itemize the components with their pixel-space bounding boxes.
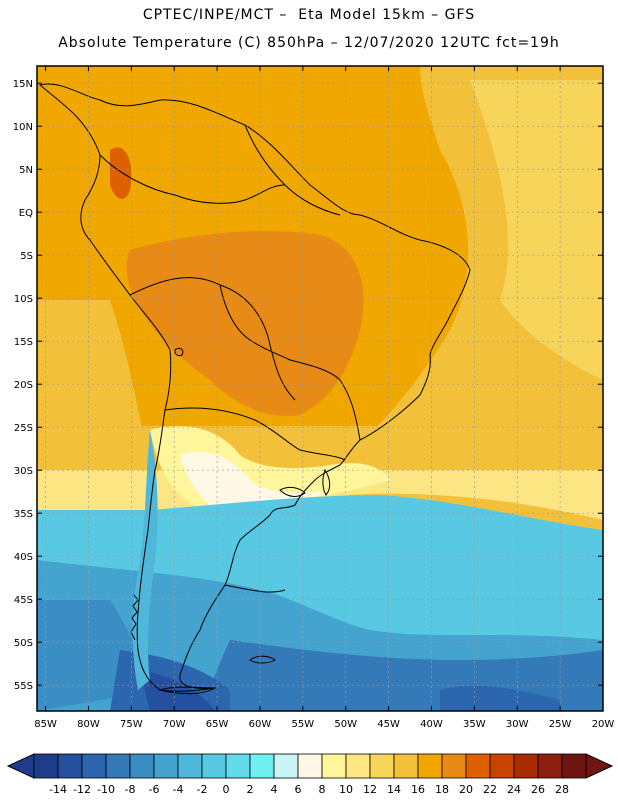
colorbar-label: -6 bbox=[149, 783, 160, 796]
colorbar-label: 22 bbox=[483, 783, 497, 796]
colorbar-label: 28 bbox=[555, 783, 569, 796]
lat-label: 15N bbox=[13, 79, 33, 90]
colorbar-max-arrow bbox=[585, 753, 614, 779]
lat-label: 30S bbox=[14, 466, 33, 477]
colorbar-swatch bbox=[81, 753, 107, 779]
lat-label: 50S bbox=[14, 638, 33, 649]
lat-label: 5S bbox=[20, 251, 33, 262]
lon-label: 55W bbox=[292, 719, 315, 730]
colorbar-swatch bbox=[153, 753, 179, 779]
coastline-outline bbox=[38, 83, 471, 695]
lon-label: 30W bbox=[506, 719, 529, 730]
lon-label: 75W bbox=[120, 719, 143, 730]
lon-label: 25W bbox=[549, 719, 572, 730]
lat-label: 10N bbox=[13, 122, 33, 133]
colorbar-label: 14 bbox=[387, 783, 401, 796]
lat-label: 40S bbox=[14, 552, 33, 563]
lon-label: 60W bbox=[249, 719, 272, 730]
lat-label: 15S bbox=[14, 337, 33, 348]
temperature-field bbox=[37, 66, 603, 711]
colorbar-label: 12 bbox=[363, 783, 377, 796]
colorbar-swatch bbox=[345, 753, 371, 779]
lon-label: 20W bbox=[592, 719, 615, 730]
graticule bbox=[37, 66, 604, 711]
colorbar-swatch bbox=[489, 753, 515, 779]
lon-label: 50W bbox=[334, 719, 357, 730]
axis-labels: 15N 10N 5N EQ 5S 10S 15S 20S 25S 30S 35S 40S 45S 50S 5… bbox=[13, 79, 615, 730]
colorbar-label: 16 bbox=[411, 783, 425, 796]
colorbar-swatch bbox=[57, 753, 83, 779]
lat-label: 20S bbox=[14, 380, 33, 391]
colorbar-swatch bbox=[273, 753, 299, 779]
colorbar-swatch bbox=[201, 753, 227, 779]
colorbar-swatch bbox=[369, 753, 395, 779]
colorbar-swatch bbox=[561, 753, 587, 779]
map-title-line1: CPTEC/INPE/MCT – Eta Model 15km – GFS bbox=[142, 7, 476, 23]
lat-label: EQ bbox=[19, 208, 33, 219]
map-frame bbox=[36, 65, 604, 712]
colorbar-label: 0 bbox=[223, 783, 230, 796]
lat-label: 35S bbox=[14, 509, 33, 520]
lon-label: 35W bbox=[463, 719, 486, 730]
lon-label: 80W bbox=[77, 719, 100, 730]
colorbar-swatch bbox=[177, 753, 203, 779]
colorbar-label: 10 bbox=[339, 783, 353, 796]
lat-label: 10S bbox=[14, 294, 33, 305]
colorbar-label: 6 bbox=[295, 783, 302, 796]
colorbar: -14 -12 -10 -8 -6 -4 -2 0 2 4 6 8 10 12 14 16 18 20 22 24 26… bbox=[6, 753, 614, 796]
colorbar-label: -4 bbox=[173, 783, 184, 796]
colorbar-swatch bbox=[225, 753, 251, 779]
colorbar-swatch bbox=[297, 753, 323, 779]
lon-label: 70W bbox=[163, 719, 186, 730]
lon-label: 45W bbox=[377, 719, 400, 730]
colorbar-min-arrow bbox=[6, 753, 35, 779]
colorbar-swatch bbox=[129, 753, 155, 779]
colorbar-label: 2 bbox=[247, 783, 254, 796]
colorbar-label: -14 bbox=[49, 783, 67, 796]
colorbar-swatch bbox=[441, 753, 467, 779]
colorbar-swatch bbox=[321, 753, 347, 779]
colorbar-label: 18 bbox=[435, 783, 449, 796]
colorbar-label: -12 bbox=[73, 783, 91, 796]
lat-label: 25S bbox=[14, 423, 33, 434]
lat-label: 45S bbox=[14, 595, 33, 606]
colorbar-label: -10 bbox=[97, 783, 115, 796]
lat-label: 55S bbox=[14, 681, 33, 692]
colorbar-swatch bbox=[33, 753, 59, 779]
colorbar-label: -8 bbox=[125, 783, 136, 796]
colorbar-swatch bbox=[105, 753, 131, 779]
colorbar-swatch bbox=[465, 753, 491, 779]
colorbar-label: 20 bbox=[459, 783, 473, 796]
colorbar-swatch bbox=[513, 753, 539, 779]
lon-label: 65W bbox=[206, 719, 229, 730]
map-title-line2: Absolute Temperature (C) 850hPa – 12/07/… bbox=[58, 35, 560, 51]
colorbar-label: 26 bbox=[531, 783, 545, 796]
colorbar-swatch bbox=[417, 753, 443, 779]
colorbar-swatch bbox=[249, 753, 275, 779]
lon-label: 85W bbox=[34, 719, 57, 730]
colorbar-label: 24 bbox=[507, 783, 521, 796]
lon-label: 40W bbox=[420, 719, 443, 730]
colorbar-label: 4 bbox=[271, 783, 278, 796]
colorbar-label: 8 bbox=[319, 783, 326, 796]
colorbar-swatch bbox=[537, 753, 563, 779]
colorbar-label: -2 bbox=[197, 783, 208, 796]
colorbar-swatch bbox=[393, 753, 419, 779]
lat-label: 5N bbox=[19, 165, 33, 176]
